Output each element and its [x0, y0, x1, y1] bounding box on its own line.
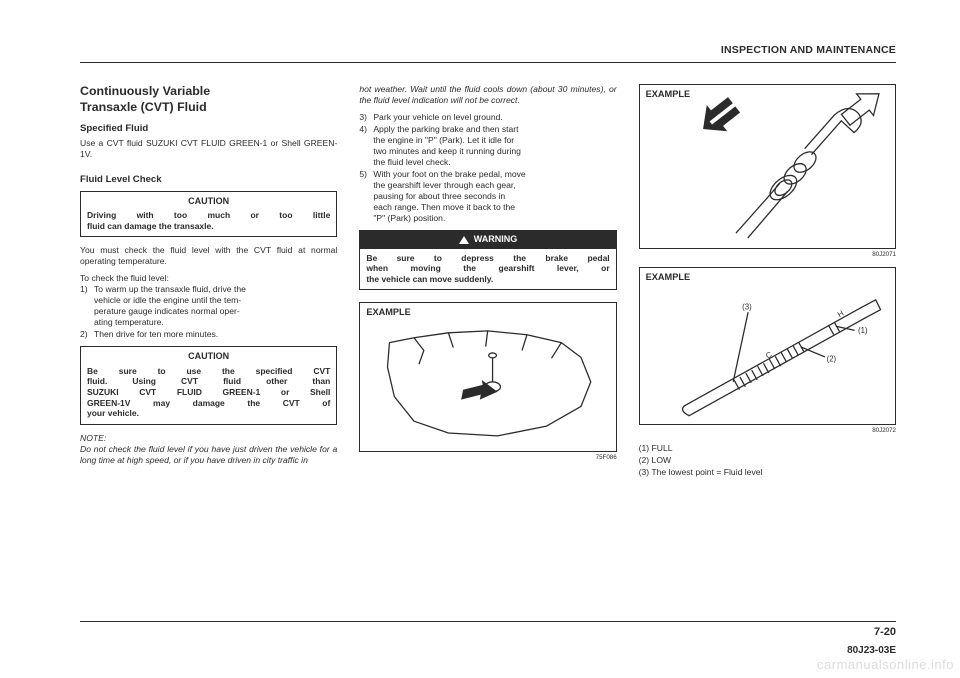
figure-dipstick-remove: EXAMPLE [639, 84, 896, 249]
column-2: hot weather. Wait until the fluid cools … [359, 84, 616, 608]
list-item: 4) Apply the parking brake and then star… [359, 124, 616, 168]
running-header: INSPECTION AND MAINTENANCE [721, 44, 896, 56]
svg-text:C: C [764, 350, 774, 361]
columns: Continuously Variable Transaxle (CVT) Fl… [80, 84, 896, 608]
warning-body: Be sure to depress the brake pedal when … [360, 249, 615, 290]
svg-text:(2): (2) [826, 355, 836, 364]
caution-text: GREEN-1V may damage the CVT of [87, 398, 330, 409]
manual-page: INSPECTION AND MAINTENANCE Continuously … [0, 0, 960, 678]
warning-header: WARNING [360, 231, 615, 249]
caution-box-2: CAUTION Be sure to use the specified CVT… [80, 346, 337, 425]
column-3: EXAMPLE [639, 84, 896, 608]
figure-engine-dipstick: EXAMPLE [359, 302, 616, 452]
caution-text: SUZUKI CVT FLUID GREEN-1 or Shell [87, 387, 330, 398]
figure-dipstick-markings: EXAMPLE [639, 267, 896, 425]
dipstick-markings-svg: (1) (2) (3) H C [640, 268, 895, 424]
note-label: NOTE: [80, 433, 337, 444]
top-rule [80, 62, 896, 63]
legend-row: (2) LOW [639, 455, 896, 466]
topic-title: Continuously Variable Transaxle (CVT) Fl… [80, 84, 337, 115]
note-body-continued: hot weather. Wait until the fluid cools … [359, 84, 616, 106]
legend-row: (1) FULL [639, 443, 896, 454]
body-text: To check the fluid level: [80, 273, 337, 284]
subhead-fluid-level: Fluid Level Check [80, 174, 337, 186]
list-item: 3) Park your vehicle on level ground. [359, 112, 616, 123]
figure-code: 75F086 [359, 454, 616, 462]
procedure-list-cont: 3) Park your vehicle on level ground. 4)… [359, 112, 616, 224]
watermark: carmanualsonline.info [817, 657, 960, 672]
caution-text: fluid. Using CVT fluid other than [87, 376, 330, 387]
caution-box-1: CAUTION Driving with too much or too lit… [80, 191, 337, 238]
subhead-specified-fluid: Specified Fluid [80, 123, 337, 135]
warning-icon [459, 236, 469, 244]
specified-fluid-body: Use a CVT fluid SUZUKI CVT FLUID GREEN-1… [80, 138, 337, 160]
warning-title: WARNING [474, 234, 518, 246]
figure-legend: (1) FULL (2) LOW (3) The lowest point = … [639, 443, 896, 478]
dipstick-remove-svg [640, 85, 895, 248]
warning-box: WARNING Be sure to depress the brake ped… [359, 230, 616, 290]
example-tag: EXAMPLE [646, 89, 690, 101]
svg-text:(3): (3) [742, 303, 752, 312]
body-text: You must check the fluid level with the … [80, 245, 337, 267]
column-1: Continuously Variable Transaxle (CVT) Fl… [80, 84, 337, 608]
list-item: 5) With your foot on the brake pedal, mo… [359, 169, 616, 224]
figure-code: 80J2072 [639, 427, 896, 435]
procedure-list: 1) To warm up the transaxle fluid, drive… [80, 284, 337, 340]
list-item: 1) To warm up the transaxle fluid, drive… [80, 284, 337, 328]
legend-row: (3) The lowest point = Fluid level [639, 467, 896, 478]
svg-text:(1): (1) [858, 326, 868, 335]
caution-text-2: fluid can damage the transaxle. [87, 221, 330, 232]
bottom-rule [80, 621, 896, 622]
engine-outline-svg [360, 303, 615, 451]
caution-title: CAUTION [87, 351, 330, 363]
figure-code: 80J2071 [639, 251, 896, 259]
document-code: 80J23-03E [847, 645, 896, 656]
caution-text: Be sure to use the specified CVT [87, 366, 330, 377]
caution-title: CAUTION [87, 196, 330, 208]
example-tag: EXAMPLE [366, 307, 410, 319]
page-number: 7-20 [874, 626, 896, 638]
note-body: Do not check the fluid level if you have… [80, 444, 337, 466]
caution-text: Driving with too much or too little [87, 210, 330, 221]
caution-text: your vehicle. [87, 408, 330, 419]
list-item: 2) Then drive for ten more minutes. [80, 329, 337, 340]
example-tag: EXAMPLE [646, 272, 690, 284]
